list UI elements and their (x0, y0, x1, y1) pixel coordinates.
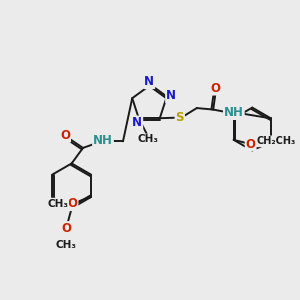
Text: CH₃: CH₃ (47, 199, 68, 208)
Text: N: N (144, 75, 154, 88)
Text: O: O (246, 137, 256, 151)
Text: NH: NH (224, 106, 244, 119)
Text: CH₂CH₃: CH₂CH₃ (256, 136, 296, 146)
Text: CH₃: CH₃ (137, 134, 158, 144)
Text: O: O (211, 82, 220, 94)
Text: O: O (60, 129, 70, 142)
Text: O: O (61, 222, 71, 235)
Text: O: O (68, 197, 77, 210)
Text: S: S (176, 111, 184, 124)
Text: CH₃: CH₃ (56, 240, 77, 250)
Text: NH: NH (93, 134, 113, 147)
Text: N: N (166, 89, 176, 102)
Text: N: N (132, 116, 142, 130)
